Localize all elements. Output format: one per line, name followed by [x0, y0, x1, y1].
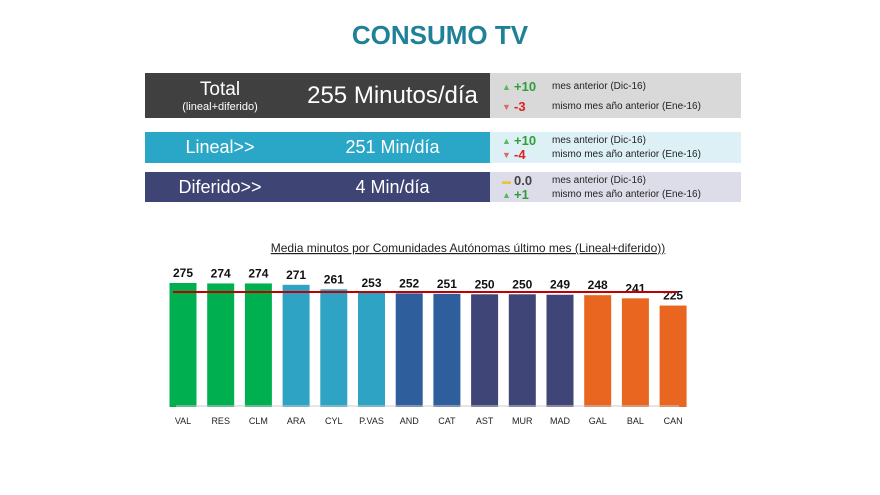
chart-title: Media minutos por Comunidades Autónomas …	[271, 241, 666, 255]
x-tick-label: CAN	[664, 416, 683, 426]
bar-ARA	[282, 284, 310, 407]
dash-icon: ▬	[502, 175, 511, 186]
x-tick-label: CAT	[438, 416, 456, 426]
diferido-changes: ▬ 0.0 mes anterior (Dic-16) ▲ +1 mismo mes a…	[490, 172, 741, 202]
lineal-label-box: Lineal>> 251 Min/día	[145, 132, 490, 163]
triangle-down-icon: ▼	[502, 149, 511, 160]
bar-CLM	[244, 283, 272, 407]
triangle-up-icon: ▲	[502, 135, 511, 146]
data-label: 250	[512, 277, 532, 291]
change-text: mismo mes año anterior (Ene-16)	[552, 149, 701, 160]
data-label: 261	[324, 272, 344, 286]
x-tick-label: MUR	[512, 416, 533, 426]
bar-AND	[395, 293, 423, 407]
change-text: mes anterior (Dic-16)	[552, 135, 646, 146]
total-sublabel: (lineal+diferido)	[182, 100, 258, 113]
triangle-down-icon: ▼	[502, 101, 511, 112]
diferido-label: Diferido>>	[178, 176, 262, 197]
data-label: 274	[211, 266, 231, 280]
x-tick-label: BAL	[627, 416, 644, 426]
total-label-box: Total (lineal+diferido) 255 Minutos/día	[145, 73, 490, 118]
diferido-row: Diferido>> 4 Min/día ▬ 0.0 mes anterior (D…	[145, 172, 741, 202]
x-tick-label: AST	[476, 416, 494, 426]
lineal-label: Lineal>>	[185, 137, 255, 157]
x-tick-label: ARA	[287, 416, 306, 426]
change-text: mismo mes año anterior (Ene-16)	[552, 101, 701, 112]
data-label: 275	[173, 266, 193, 280]
lineal-changes: ▲ +10 mes anterior (Dic-16) ▼ -4 mismo mes a…	[490, 132, 741, 163]
bar-GAL	[584, 295, 612, 407]
diferido-label-box: Diferido>> 4 Min/día	[145, 172, 490, 202]
bar-VAL	[169, 283, 197, 407]
x-tick-label: MAD	[550, 416, 571, 426]
data-label: 253	[361, 276, 381, 290]
bar-MUR	[508, 294, 536, 407]
lineal-row: Lineal>> 251 Min/día ▲ +10 mes anterior (D…	[145, 132, 741, 163]
lineal-value: 251 Min/día	[345, 137, 440, 157]
bar-CAN	[659, 305, 687, 407]
x-tick-label: GAL	[589, 416, 607, 426]
data-label: 274	[248, 266, 268, 280]
x-tick-label: AND	[400, 416, 420, 426]
data-label: 271	[286, 268, 306, 282]
delta: +10	[514, 79, 537, 94]
bar-P.VAS	[358, 292, 385, 407]
bar-BAL	[621, 298, 649, 407]
data-label: 248	[588, 278, 608, 292]
bar-chart: Media minutos por Comunidades Autónomas …	[169, 241, 687, 426]
delta: +10	[514, 133, 537, 148]
change-text: mes anterior (Dic-16)	[552, 81, 646, 92]
x-tick-label: CYL	[325, 416, 343, 426]
total-value: 255 Minutos/día	[307, 81, 478, 109]
bar-AST	[471, 294, 499, 407]
bar-MAD	[546, 294, 574, 407]
x-tick-label: VAL	[175, 416, 191, 426]
data-label: 251	[437, 277, 457, 291]
triangle-up-icon: ▲	[502, 81, 511, 92]
data-label: 250	[475, 277, 495, 291]
x-tick-label: RES	[211, 416, 230, 426]
x-tick-label: CLM	[249, 416, 268, 426]
delta: 0.0	[514, 173, 533, 188]
triangle-up-icon: ▲	[502, 189, 511, 200]
change-text: mismo mes año anterior (Ene-16)	[552, 189, 701, 200]
bar-RES	[207, 283, 235, 407]
total-label: Total	[199, 78, 241, 100]
data-label: 241	[625, 281, 645, 295]
bar-CAT	[433, 293, 461, 407]
page-title: CONSUMO TV	[351, 20, 529, 50]
bar-CYL	[320, 289, 348, 407]
total-changes: ▲ +10 mes anterior (Dic-16) ▼ -3 mismo mes a…	[490, 73, 741, 118]
diferido-value: 4 Min/día	[355, 176, 430, 197]
change-text: mes anterior (Dic-16)	[552, 175, 646, 186]
x-tick-label: P.VAS	[359, 416, 384, 426]
total-row: Total (lineal+diferido) 255 Minutos/día …	[145, 73, 741, 118]
data-label: 225	[663, 289, 683, 303]
data-label: 252	[399, 276, 419, 290]
delta: -3	[514, 99, 526, 114]
data-label: 249	[550, 278, 570, 292]
delta: -4	[514, 147, 526, 162]
delta: +1	[514, 187, 529, 202]
